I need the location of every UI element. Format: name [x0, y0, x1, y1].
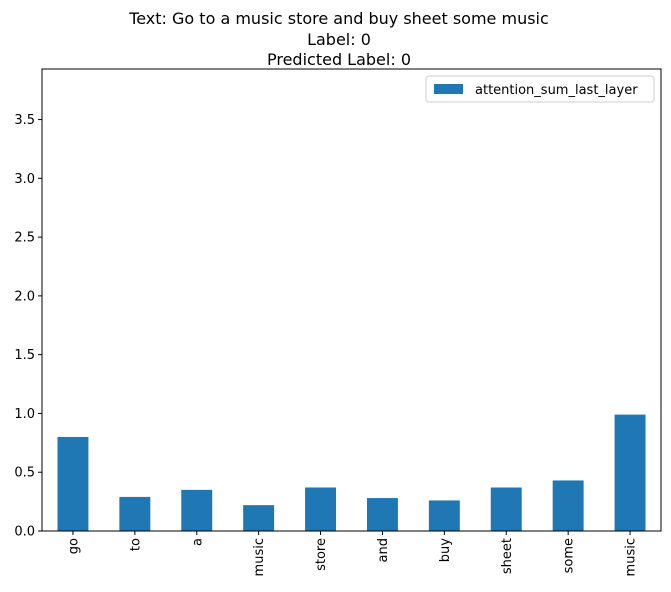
- y-tick-label: 1.0: [14, 407, 35, 422]
- bar-and-5: [366, 498, 398, 531]
- chart-title-line-1: Text: Go to a music store and buy sheet …: [128, 9, 549, 28]
- x-tick-label-buy: buy: [438, 538, 453, 562]
- bar-series: [57, 414, 646, 531]
- legend-label: attention_sum_last_layer: [475, 83, 638, 98]
- x-tick-label-go: go: [66, 538, 81, 554]
- x-tick-label-sheet: sheet: [500, 538, 515, 574]
- plot-frame: [41, 68, 662, 532]
- x-axis: go to a music store and buy sheet some music: [66, 531, 639, 576]
- x-tick-label-store: store: [314, 538, 329, 571]
- bar-store-4: [305, 487, 337, 531]
- legend: attention_sum_last_layer: [425, 75, 655, 103]
- x-tick-label-and: and: [376, 538, 391, 562]
- x-tick-label-music: music: [252, 538, 267, 576]
- bar-to-1: [119, 496, 151, 531]
- bar-buy-6: [428, 500, 460, 531]
- chart-title-line-2: Label: 0: [307, 30, 371, 49]
- y-tick-label: 3.5: [14, 113, 35, 128]
- y-tick-label: 2.0: [14, 289, 35, 304]
- bar-sheet-7: [490, 487, 522, 531]
- bar-a-2: [181, 489, 213, 531]
- y-tick-label: 0.0: [14, 525, 35, 540]
- chart-title: Text: Go to a music store and buy sheet …: [128, 9, 549, 69]
- bar-go-0: [57, 436, 89, 531]
- x-tick-label-a: a: [190, 538, 205, 546]
- y-tick-label: 3.0: [14, 172, 35, 187]
- bar-music-3: [243, 505, 275, 531]
- x-tick-label-to: to: [128, 538, 143, 551]
- legend-swatch: [434, 84, 463, 94]
- y-axis: 0.0 0.5 1.0 1.5 2.0 2.5 3.0 3.5: [14, 113, 42, 540]
- x-tick-label-some: some: [562, 538, 577, 573]
- bar-music-9: [614, 414, 646, 531]
- y-tick-label: 1.5: [14, 348, 35, 363]
- bar-some-8: [552, 480, 584, 531]
- x-tick-label-music: music: [624, 538, 639, 576]
- y-tick-label: 0.5: [14, 466, 35, 481]
- legend-box: [425, 75, 655, 103]
- chart-title-line-3: Predicted Label: 0: [267, 50, 411, 69]
- y-tick-label: 2.5: [14, 231, 35, 246]
